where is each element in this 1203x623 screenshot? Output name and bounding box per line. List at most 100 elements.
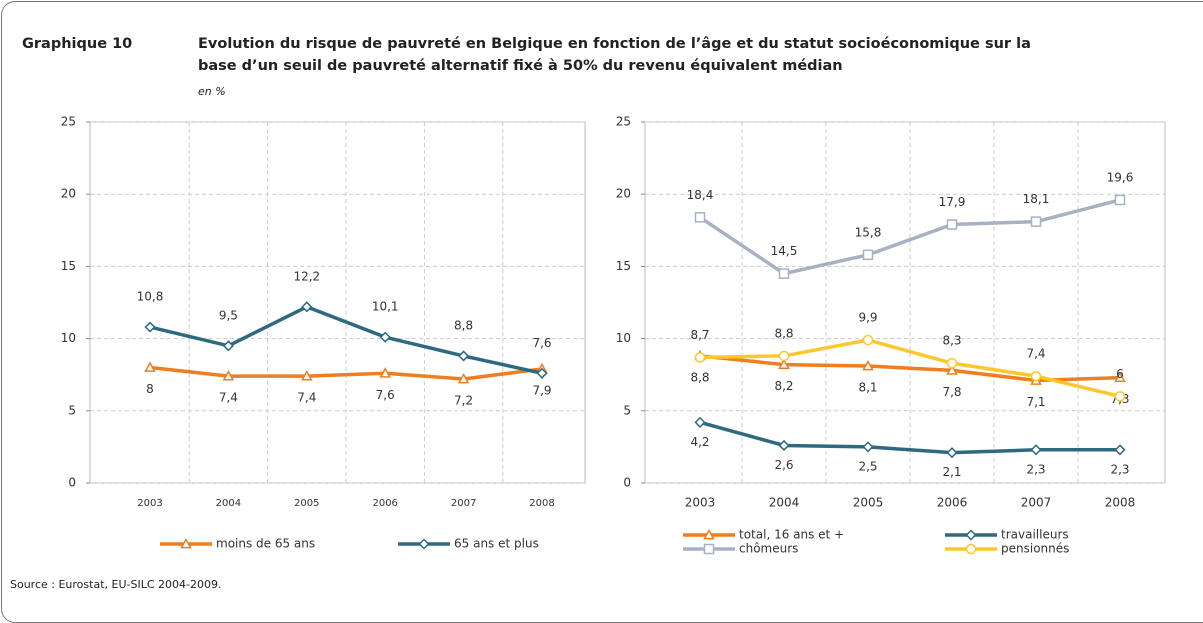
marker: [379, 331, 391, 343]
series-line: [699, 198, 1121, 276]
data-label: 8,8: [690, 370, 709, 384]
marker: [1114, 194, 1126, 206]
data-label: 10,8: [137, 290, 164, 304]
data-label: 8,7: [690, 328, 709, 342]
data-label: 8: [146, 382, 154, 396]
marker: [946, 447, 958, 459]
data-label: 9,5: [219, 308, 238, 322]
marker: [965, 543, 977, 555]
x-tick-label: 2004: [216, 498, 241, 509]
x-tick-label: 2004: [769, 496, 800, 510]
marker: [458, 350, 470, 362]
marker: [694, 416, 706, 428]
marker: [946, 357, 958, 369]
x-tick-label: 2006: [937, 496, 968, 510]
x-tick-label: 2008: [529, 498, 554, 509]
figure-title: Evolution du risque de pauvreté en Belgi…: [198, 36, 1031, 52]
data-label: 7,9: [532, 383, 551, 397]
data-label: 7,2: [454, 394, 473, 408]
marker: [1114, 391, 1126, 402]
data-label: 18,1: [1023, 192, 1050, 206]
marker: [862, 441, 874, 453]
series-line: [699, 338, 1121, 399]
data-label: 18,4: [687, 188, 714, 202]
marker: [301, 370, 313, 381]
data-label: 19,6: [1107, 170, 1134, 184]
marker: [778, 439, 790, 452]
marker: [946, 219, 958, 230]
data-label: 2,6: [774, 458, 793, 472]
marker: [222, 370, 235, 381]
x-tick-label: 2006: [372, 498, 397, 509]
marker: [703, 543, 715, 555]
marker: [144, 321, 156, 333]
legend-label: pensionnés: [1001, 542, 1069, 556]
data-label: 10,1: [372, 300, 399, 314]
legend-label: 65 ans et plus: [454, 537, 539, 551]
x-tick-label: 2003: [685, 496, 716, 510]
data-label: 2,1: [942, 465, 961, 479]
data-label: 7,4: [219, 391, 238, 405]
source: Source : Eurostat, EU-SILC 2004-2009.: [10, 578, 222, 591]
data-label: 2,3: [1110, 462, 1129, 476]
marker: [180, 537, 192, 549]
x-tick-label: 2003: [137, 498, 162, 509]
y-tick-label: 15: [61, 259, 76, 273]
y-tick-label: 5: [623, 403, 631, 417]
y-tick-label: 10: [61, 331, 76, 345]
y-tick-label: 20: [616, 187, 631, 201]
data-label: 12,2: [293, 269, 320, 283]
marker: [1114, 371, 1126, 382]
marker: [301, 301, 313, 313]
y-tick-label: 15: [616, 259, 631, 273]
data-label: 17,9: [939, 195, 966, 209]
y-tick-label: 0: [623, 476, 631, 490]
marker: [379, 367, 391, 378]
data-label: 6: [1116, 367, 1124, 381]
data-label: 7,6: [376, 388, 395, 402]
marker: [778, 358, 790, 369]
data-label: 7,6: [532, 336, 551, 350]
x-tick-label: 2007: [451, 498, 476, 509]
data-label: 7,4: [297, 391, 316, 405]
data-label: 9,9: [858, 311, 877, 325]
x-tick-label: 2005: [853, 496, 884, 510]
marker: [144, 361, 156, 372]
marker: [418, 538, 430, 550]
y-tick-label: 20: [61, 187, 76, 201]
marker: [1030, 370, 1042, 382]
marker: [778, 268, 790, 279]
marker: [862, 359, 874, 371]
y-tick-label: 0: [68, 476, 76, 490]
plot-area: [89, 121, 586, 484]
marker: [1030, 216, 1042, 227]
y-tick-label: 25: [616, 115, 631, 129]
data-label: 7,1: [1026, 395, 1045, 409]
marker: [965, 529, 977, 541]
marker: [1030, 444, 1042, 456]
marker: [1114, 444, 1126, 456]
marker: [222, 340, 234, 352]
marker: [862, 334, 874, 346]
x-tick-label: 2008: [1105, 496, 1136, 510]
data-label: 8,3: [942, 334, 961, 348]
marker: [694, 352, 706, 363]
marker: [457, 372, 470, 384]
series-line: [149, 304, 543, 375]
data-label: 8,2: [774, 379, 793, 393]
data-label: 7,8: [942, 385, 961, 399]
data-label: 15,8: [855, 225, 882, 239]
data-label: 8,8: [774, 326, 793, 340]
data-label: 4,2: [690, 435, 709, 449]
legend-label: chômeurs: [739, 542, 798, 556]
marker: [694, 212, 706, 223]
data-label: 8,1: [858, 381, 877, 395]
series-line: [699, 420, 1120, 455]
unit: en %: [198, 85, 226, 98]
y-tick-label: 25: [61, 115, 76, 129]
legend-label: travailleurs: [1001, 528, 1069, 542]
y-tick-label: 5: [68, 403, 76, 417]
data-label: 2,3: [1026, 462, 1045, 476]
